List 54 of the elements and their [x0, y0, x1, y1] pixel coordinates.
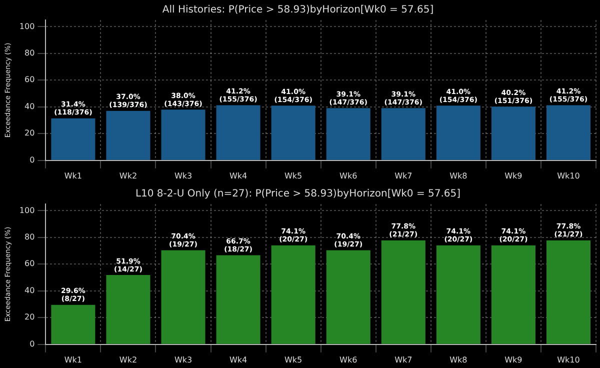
x-tick-label: Wk4	[229, 171, 248, 180]
bar	[216, 105, 260, 160]
bar	[491, 245, 536, 344]
bar	[271, 245, 316, 344]
bar	[161, 110, 206, 160]
x-tick-label: Wk7	[394, 171, 412, 180]
bar	[51, 304, 96, 344]
x-tick-label: Wk4	[229, 355, 248, 364]
x-tick-label: Wk6	[340, 171, 358, 180]
bar	[326, 108, 370, 160]
bar	[546, 105, 590, 160]
x-tick-label: Wk3	[174, 355, 192, 364]
chart-title: All Histories: P(Price > 58.93)byHorizon[Wk0 = 57.65]	[162, 4, 434, 16]
y-tick-label: 40	[24, 102, 35, 111]
y-tick-label: 40	[24, 286, 35, 295]
y-tick-label: 0	[30, 155, 35, 164]
y-tick-label: 60	[24, 75, 35, 84]
bar	[436, 106, 480, 160]
x-tick-label: Wk2	[119, 171, 138, 180]
x-tick-label: Wk9	[504, 171, 522, 180]
x-tick-label: Wk6	[340, 355, 358, 364]
y-tick-label: 0	[30, 339, 35, 348]
x-tick-label: Wk5	[284, 355, 302, 364]
bar	[546, 240, 590, 344]
bar	[381, 108, 426, 160]
x-tick-label: Wk9	[504, 355, 522, 364]
bar	[161, 250, 206, 344]
x-tick-label: Wk8	[450, 171, 468, 180]
y-tick-label: 60	[24, 259, 35, 268]
bar	[106, 275, 150, 344]
x-tick-label: Wk1	[64, 355, 82, 364]
x-tick-label: Wk10	[557, 355, 580, 364]
y-tick-label: 100	[19, 22, 35, 31]
x-tick-label: Wk10	[557, 171, 580, 180]
y-tick-label: 100	[19, 206, 35, 215]
bar	[326, 250, 370, 344]
bar	[106, 110, 150, 160]
bar	[51, 118, 96, 160]
bar	[381, 240, 426, 344]
x-tick-label: Wk5	[284, 171, 302, 180]
y-tick-label: 80	[24, 232, 35, 242]
bar	[271, 106, 316, 160]
x-tick-label: Wk1	[64, 171, 82, 180]
bar	[436, 245, 480, 344]
y-tick-label: 20	[24, 312, 35, 322]
bar	[216, 255, 260, 344]
x-tick-label: Wk7	[394, 355, 412, 364]
bar	[491, 106, 536, 160]
x-tick-label: Wk3	[174, 171, 192, 180]
chart-title: L10 8-2-U Only (n=27): P(Price > 58.93)byHorizon[Wk0 = 57.65]	[135, 188, 461, 200]
x-tick-label: Wk2	[119, 355, 138, 364]
x-tick-label: Wk8	[450, 355, 468, 364]
y-tick-label: 80	[24, 48, 35, 58]
y-tick-label: 20	[24, 128, 35, 138]
